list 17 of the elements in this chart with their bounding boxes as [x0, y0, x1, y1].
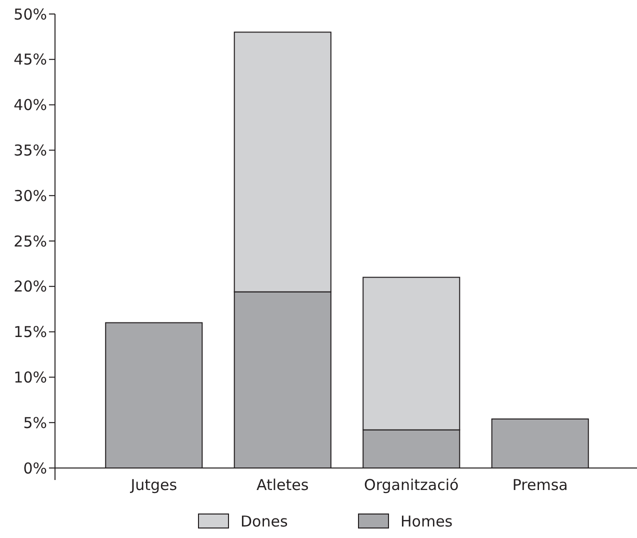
y-tick-label: 35%	[14, 141, 47, 160]
y-tick-label: 5%	[23, 414, 47, 432]
legend-label: Dones	[240, 512, 288, 530]
y-tick-label: 30%	[14, 186, 47, 205]
y-tick-label: 15%	[14, 323, 47, 342]
y-tick-label: 0%	[23, 459, 47, 478]
y-tick-label: 25%	[14, 232, 47, 250]
x-tick-label: Jutges	[130, 476, 178, 494]
legend-label: Homes	[400, 512, 453, 530]
y-tick-label: 40%	[14, 96, 47, 114]
y-tick-label: 45%	[14, 50, 47, 69]
y-tick-label: 20%	[14, 278, 47, 296]
y-tick-label: 50%	[14, 5, 47, 24]
x-tick-label: Atletes	[256, 476, 309, 494]
y-tick-label: 10%	[14, 368, 47, 386]
x-tick-label: Premsa	[512, 476, 568, 494]
x-tick-label: Organització	[364, 476, 459, 494]
